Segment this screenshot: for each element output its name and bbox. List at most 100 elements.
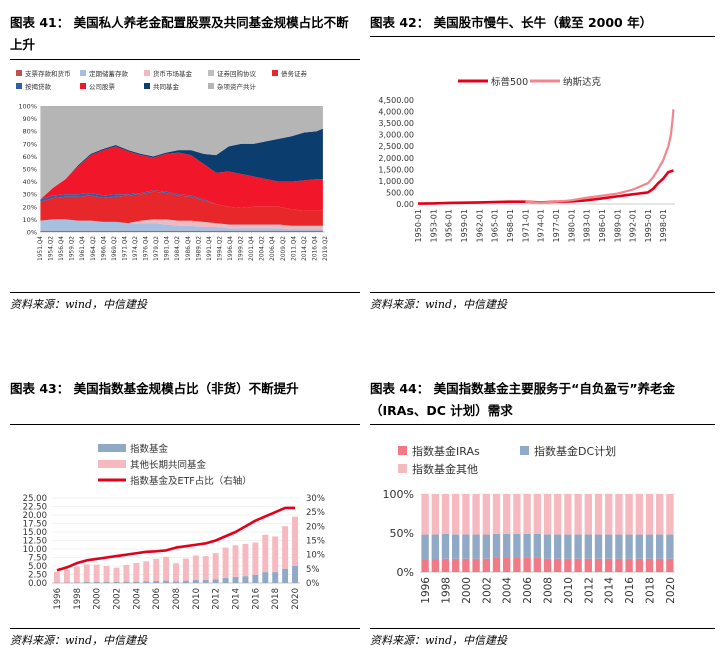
y-tick-label: 10.00	[23, 545, 47, 555]
bar-segment	[543, 534, 552, 559]
legend-label: 公司股票	[89, 83, 116, 91]
legend-swatch	[144, 70, 150, 76]
line-series	[56, 506, 296, 572]
x-tick-label: 1996	[420, 577, 432, 604]
bar-segment	[492, 533, 501, 558]
bar-other-fund	[93, 564, 100, 582]
legend-label: 杂项资产共计	[217, 82, 257, 91]
x-tick-label: 2006	[522, 577, 534, 604]
legend-label: 证券回购协议	[217, 69, 257, 78]
bar-index-fund	[192, 579, 199, 583]
x-tick-label: 2004	[132, 588, 142, 610]
chart-43-source: 资料来源：wind，中信建投	[10, 634, 148, 647]
bar-segment	[656, 494, 664, 535]
bar-segment	[625, 558, 633, 572]
line-series	[417, 169, 674, 205]
chart-44-source: 资料来源：wind，中信建投	[370, 634, 508, 647]
y-tick-label: 15.00	[23, 528, 47, 538]
y-tick-label: 100%	[18, 103, 37, 111]
x-tick-label: 1998-01	[659, 209, 668, 242]
y-tick-label: 4,500.00	[378, 96, 414, 105]
bar-other-fund	[53, 571, 60, 583]
bar-index-fund	[252, 574, 259, 583]
x-tick-label: 2009.Q2	[281, 236, 287, 261]
chart-41-source: 资料来源：wind，中信建投	[10, 298, 148, 311]
x-tick-label: 2006	[152, 588, 162, 610]
y-tick-label: 2.50	[28, 571, 47, 581]
y-tick-label: 3,000.00	[378, 131, 414, 140]
legend-label: 货币市场基金	[153, 69, 193, 78]
bar-segment	[462, 558, 470, 572]
x-tick-label: 1956-01	[445, 209, 454, 242]
bar-segment	[441, 533, 450, 559]
x-tick-label: 1961.Q4	[80, 236, 86, 261]
y2-tick-label: 5%	[306, 565, 320, 575]
legend-swatch	[98, 460, 126, 468]
x-tick-label: 2010	[563, 577, 575, 604]
bar-segment	[462, 494, 470, 535]
legend-label: 共同基金	[153, 82, 180, 91]
x-tick-label: 2004.Q2	[260, 236, 266, 261]
bar-other-fund	[232, 545, 239, 577]
y2-tick-label: 25%	[306, 508, 325, 518]
legend-label: 其他长期共同基金	[130, 459, 207, 471]
bar-segment	[584, 558, 592, 572]
bar-segment	[635, 494, 643, 535]
bar-segment	[523, 494, 531, 534]
legend-swatch	[208, 70, 214, 76]
bar-index-fund	[202, 579, 209, 583]
y-tick-label: 70%	[23, 140, 37, 148]
y-tick-label: 12.50	[23, 537, 47, 547]
bar-index-fund	[222, 577, 229, 583]
x-tick-label: 2016	[624, 577, 636, 604]
bar-segment	[635, 534, 643, 559]
divider-41-top	[10, 59, 360, 60]
bar-segment	[615, 534, 623, 559]
y-tick-label: 22.50	[23, 503, 47, 513]
legend-label: 标普500	[491, 76, 528, 88]
x-tick-label: 1984.Q2	[175, 236, 181, 261]
x-tick-label: 2016	[251, 588, 261, 610]
bar-segment	[441, 494, 450, 534]
legend-label: 定期储蓄存款	[89, 69, 129, 78]
legend-swatch	[144, 83, 150, 89]
x-tick-label: 2012	[583, 577, 595, 604]
x-tick-label: 1953-01	[429, 209, 438, 242]
x-tick-label: 1950-01	[414, 209, 423, 242]
x-tick-label: 1998	[73, 588, 83, 610]
bar-segment	[625, 534, 633, 559]
y-tick-label: 100%	[383, 488, 414, 501]
bar-segment	[554, 534, 562, 559]
bar-segment	[564, 558, 572, 572]
y2-tick-label: 20%	[306, 522, 325, 532]
bar-index-fund	[182, 580, 189, 583]
bar-segment	[482, 494, 490, 535]
legend-swatch	[80, 83, 86, 89]
divider-44-bottom	[370, 628, 715, 629]
x-tick-label: 1956.Q4	[59, 236, 65, 261]
bar-segment	[441, 558, 450, 572]
chart-42-title: 图表 42： 美国股市慢牛、长牛（截至 2000 年）	[370, 15, 653, 30]
bar-other-fund	[83, 564, 90, 582]
bar-segment	[472, 558, 480, 572]
chart-42-source: 资料来源：wind，中信建投	[370, 298, 508, 311]
bar-index-fund	[103, 581, 110, 583]
x-tick-label: 2014	[232, 588, 242, 610]
x-tick-label: 2010	[192, 588, 202, 610]
legend-swatch	[520, 446, 529, 455]
bar-segment	[421, 494, 429, 535]
bar-segment	[431, 534, 439, 560]
y-tick-label: 3,500.00	[378, 119, 414, 128]
area-series	[40, 219, 323, 227]
x-tick-label: 1954.Q2	[49, 236, 55, 261]
legend-label: 指数基金	[130, 443, 169, 455]
x-tick-label: 2006.Q4	[270, 236, 276, 261]
y-tick-label: 90%	[23, 115, 37, 123]
bar-segment	[462, 534, 470, 559]
legend-swatch	[272, 70, 278, 76]
bar-index-fund	[272, 572, 279, 583]
bar-segment	[584, 494, 592, 535]
divider-42-top	[370, 36, 715, 37]
y-tick-label: 0.00	[28, 579, 47, 589]
